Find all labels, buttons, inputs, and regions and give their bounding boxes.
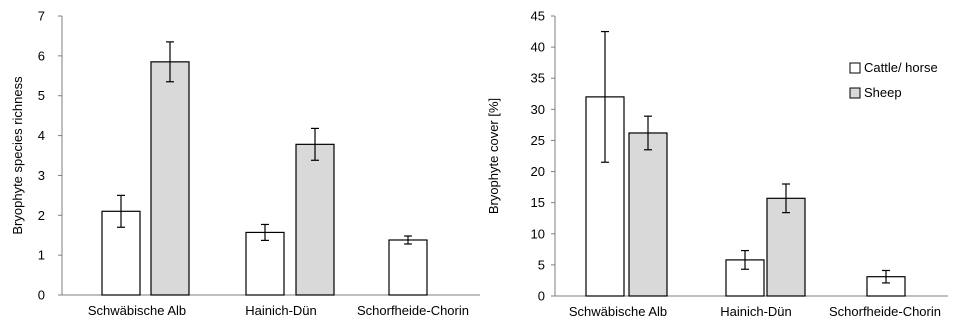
x-category-label: Schwäbische Alb	[569, 304, 667, 319]
y-axis-title: Bryophyte cover [%]	[486, 98, 501, 214]
y-tick-label: 1	[38, 248, 45, 263]
y-axis-title: Bryophyte species richness	[10, 76, 25, 235]
y-tick-label: 5	[538, 257, 545, 272]
y-tick-label: 20	[531, 164, 545, 179]
y-tick-label: 25	[531, 133, 545, 148]
y-tick-label: 10	[531, 226, 545, 241]
y-tick-label: 35	[531, 71, 545, 86]
x-category-label: Hainich-Dün	[720, 304, 792, 319]
bryophyte-cover-chart: 0 5 10 15 20 25 30 35 40 45 Bryophyte cover [%] Sch…	[486, 9, 948, 319]
y-tick-label: 7	[38, 9, 45, 24]
bar-cattle-horse	[388, 239, 428, 296]
legend-swatch-cattle-horse	[849, 62, 861, 74]
y-tick-label: 45	[531, 9, 545, 24]
bar-sheep	[628, 132, 668, 297]
y-tick-label: 5	[38, 88, 45, 103]
x-category-label: Hainich-Dün	[245, 303, 317, 318]
bar-cattle-horse	[245, 231, 285, 296]
y-tick-label: 30	[531, 102, 545, 117]
x-category-label: Schorfheide-Chorin	[829, 304, 941, 319]
legend-label-sheep: Sheep	[864, 85, 902, 100]
x-category-label: Schorfheide-Chorin	[357, 303, 469, 318]
bar-sheep	[295, 143, 335, 296]
y-tick-label: 3	[38, 168, 45, 183]
species-richness-chart: 0 1 2 3 4 5 6 7 Bryophyte species richness Schwäb…	[10, 9, 480, 318]
bar-sheep	[150, 61, 190, 296]
legend-label-cattle-horse: Cattle/ horse	[864, 60, 938, 75]
y-tick-label: 4	[38, 128, 45, 143]
bar-sheep	[766, 197, 806, 297]
x-category-label: Schwäbische Alb	[88, 303, 186, 318]
y-tick-label: 6	[38, 48, 45, 63]
legend-swatch-sheep	[849, 87, 861, 99]
y-tick-label: 0	[38, 288, 45, 303]
y-tick-label: 15	[531, 195, 545, 210]
y-tick-label: 0	[538, 289, 545, 304]
y-tick-label: 2	[38, 208, 45, 223]
y-tick-label: 40	[531, 40, 545, 55]
